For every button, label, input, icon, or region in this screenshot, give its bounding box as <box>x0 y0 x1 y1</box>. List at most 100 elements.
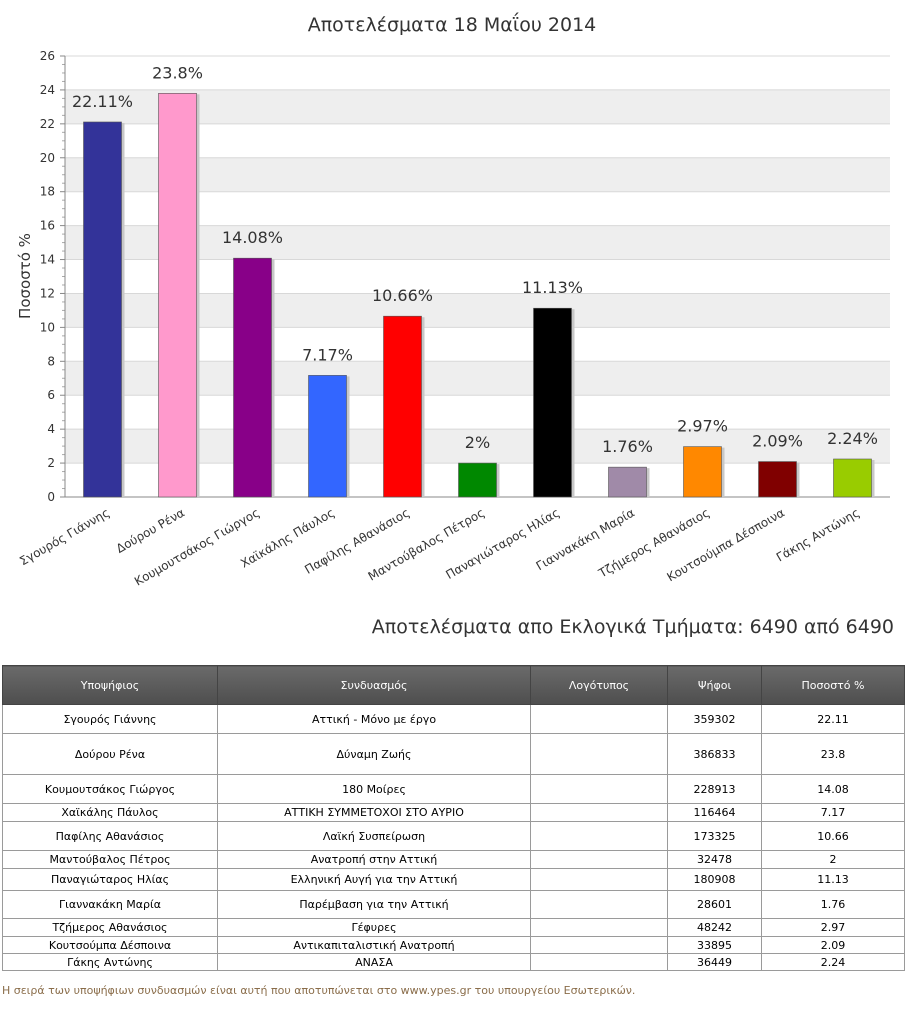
votes-cell: 173325 <box>667 821 762 851</box>
districts-reported-text: Αποτελέσματα απο Εκλογικά Τμήματα: 6490 … <box>371 616 894 638</box>
bar[interactable] <box>608 466 647 498</box>
bar[interactable] <box>233 257 272 498</box>
data-label: 2.97% <box>677 417 728 436</box>
data-label: 2% <box>465 433 490 452</box>
votes-cell: 228913 <box>667 774 762 804</box>
data-label: 10.66% <box>372 286 433 305</box>
y-tick-label: 6 <box>47 388 55 402</box>
combination-cell: Λαϊκή Συσπείρωση <box>217 821 531 851</box>
data-label: 23.8% <box>152 63 203 82</box>
percent-cell: 10.66 <box>761 821 905 851</box>
candidate-cell: Γιαννακάκη Μαρία <box>2 890 218 919</box>
percent-cell: 22.11 <box>761 704 905 734</box>
table-row: Μαντούβαλος Πέτρος Ανατροπή στην Αττική 32… <box>2 850 905 869</box>
data-label: 2.24% <box>827 429 878 448</box>
y-tick-label: 2 <box>47 456 55 470</box>
data-label: 7.17% <box>302 345 353 364</box>
percent-cell: 7.17 <box>761 803 905 822</box>
x-tick-label: Κουμουτσάκος Γιώργος <box>132 505 262 588</box>
bar[interactable] <box>683 446 722 498</box>
votes-cell: 180908 <box>667 868 762 891</box>
combination-cell: ΑΤΤΙΚΗ ΣΥΜΜΕΤΟΧΟΙ ΣΤΟ ΑΥΡΙΟ <box>217 803 531 822</box>
combination-cell: Δύναμη Ζωής <box>217 733 531 775</box>
bar[interactable] <box>158 93 197 498</box>
grid-band <box>65 157 890 192</box>
percent-cell: 11.13 <box>761 868 905 891</box>
chart-title: Αποτελέσματα 18 Μαΐου 2014 <box>308 12 597 36</box>
y-tick-label: 16 <box>40 219 55 233</box>
combination-cell: Ελληνική Αυγή για την Αττική <box>217 868 531 891</box>
grid-band <box>65 293 890 328</box>
candidate-cell: Δούρου Ρένα <box>2 733 218 775</box>
header-logo: Λογότυπος <box>530 665 668 705</box>
table-row: Δούρου Ρένα Δύναμη Ζωής 386833 23.8 <box>2 733 905 775</box>
candidate-cell: Κουτσούμπα Δέσποινα <box>2 936 218 954</box>
percent-cell: 1.76 <box>761 890 905 919</box>
header-combination: Συνδυασμός <box>217 665 531 705</box>
logo-cell <box>530 868 668 891</box>
x-tick-label: Σγουρός Γιάννης <box>17 505 112 568</box>
y-tick-label: 4 <box>47 422 55 436</box>
logo-cell <box>530 953 668 971</box>
grid-band <box>65 429 890 464</box>
candidate-cell: Γάκης Αντώνης <box>2 953 218 971</box>
candidate-cell: Χαϊκάλης Πάυλος <box>2 803 218 822</box>
table-row: Κουμουτσάκος Γιώργος 180 Μοίρες 228913 14.0… <box>2 774 905 804</box>
header-percent: Ποσοστό % <box>761 665 905 705</box>
table-row: Γάκης Αντώνης ΑΝΑΣΑ 36449 2.24 <box>2 953 905 971</box>
table-row: Παφίλης Αθανάσιος Λαϊκή Συσπείρωση 173325 1… <box>2 821 905 851</box>
votes-cell: 359302 <box>667 704 762 734</box>
votes-cell: 28601 <box>667 890 762 919</box>
data-label: 11.13% <box>522 278 583 297</box>
candidate-cell: Τζήμερος Αθανάσιος <box>2 918 218 937</box>
votes-cell: 36449 <box>667 953 762 971</box>
y-tick-label: 14 <box>40 253 55 267</box>
votes-cell: 116464 <box>667 803 762 822</box>
percent-cell: 2.97 <box>761 918 905 937</box>
y-tick-label: 0 <box>47 490 55 504</box>
logo-cell <box>530 890 668 919</box>
logo-cell <box>530 918 668 937</box>
percent-cell: 2.09 <box>761 936 905 954</box>
header-votes: Ψήφοι <box>667 665 762 705</box>
combination-cell: Ανατροπή στην Αττική <box>217 850 531 869</box>
candidate-cell: Παναγιώταρος Ηλίας <box>2 868 218 891</box>
y-tick-label: 12 <box>40 286 55 300</box>
votes-cell: 48242 <box>667 918 762 937</box>
bar[interactable] <box>83 121 122 498</box>
candidate-cell: Παφίλης Αθανάσιος <box>2 821 218 851</box>
logo-cell <box>530 821 668 851</box>
candidate-cell: Σγουρός Γιάννης <box>2 704 218 734</box>
data-label: 14.08% <box>222 228 283 247</box>
data-label: 1.76% <box>602 437 653 456</box>
table-row: Κουτσούμπα Δέσποινα Αντικαπιταλιστική Ανα… <box>2 936 905 954</box>
logo-cell <box>530 803 668 822</box>
percent-cell: 2 <box>761 850 905 869</box>
logo-cell <box>530 850 668 869</box>
bar[interactable] <box>533 307 572 498</box>
x-tick-label: Γάκης Αντώνης <box>774 505 862 564</box>
grid-band <box>65 361 890 396</box>
candidate-cell: Κουμουτσάκος Γιώργος <box>2 774 218 804</box>
data-label: 2.09% <box>752 432 803 451</box>
votes-cell: 32478 <box>667 850 762 869</box>
percent-cell: 23.8 <box>761 733 905 775</box>
bar[interactable] <box>758 461 797 498</box>
grid-band <box>65 89 890 124</box>
footnote: Η σειρά των υποψήφιων συνδυασμών είναι α… <box>2 984 636 997</box>
y-tick-label: 18 <box>40 185 55 199</box>
bar[interactable] <box>458 462 497 498</box>
results-table: Υποψήφιος Συνδυασμός Λογότυπος Ψήφοι Ποσ… <box>2 665 905 971</box>
bar[interactable] <box>308 375 347 498</box>
logo-cell <box>530 774 668 804</box>
y-tick-label: 26 <box>40 49 55 63</box>
y-tick-label: 24 <box>40 83 55 97</box>
logo-cell <box>530 936 668 954</box>
bar[interactable] <box>383 315 422 498</box>
combination-cell: Αντικαπιταλιστική Ανατροπή <box>217 936 531 954</box>
x-tick-label: Δούρου Ρένα <box>114 505 187 555</box>
bar[interactable] <box>833 458 872 498</box>
logo-cell <box>530 704 668 734</box>
y-tick-label: 22 <box>40 117 55 131</box>
